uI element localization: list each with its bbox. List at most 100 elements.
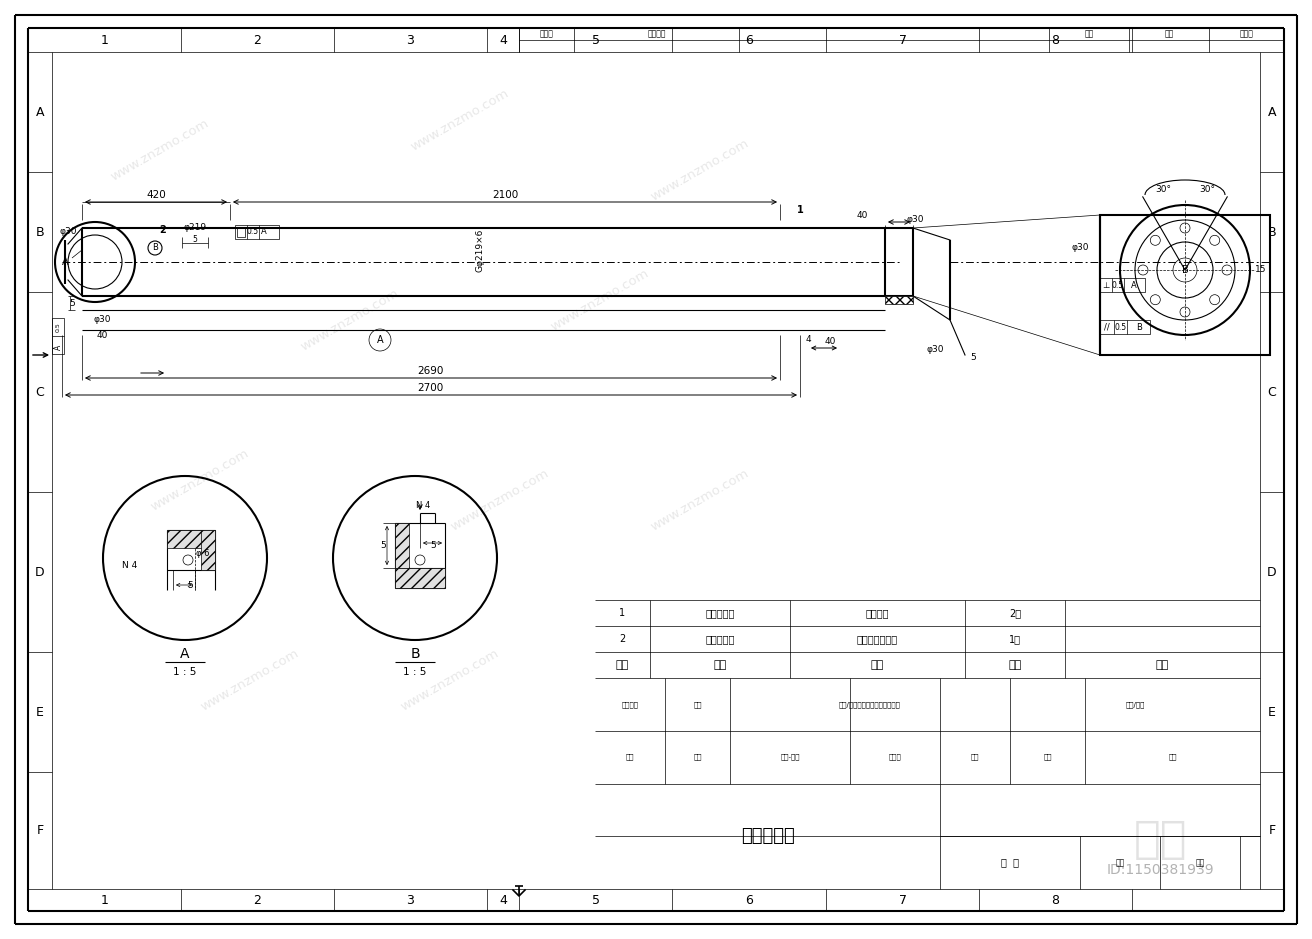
Text: 1: 1 [101, 894, 109, 906]
Text: //: // [1105, 322, 1110, 331]
Text: B: B [35, 225, 45, 239]
Text: 6: 6 [745, 894, 753, 906]
Bar [235, 225, 279, 239]
Text: 进料口连接法兰: 进料口连接法兰 [857, 634, 897, 644]
Text: 日期: 日期 [1085, 29, 1094, 38]
Text: Gφ219×6: Gφ219×6 [475, 228, 484, 271]
Text: www.znzmo.com: www.znzmo.com [399, 647, 501, 714]
Text: A: A [261, 227, 266, 237]
Text: A: A [1131, 281, 1138, 289]
Text: 2: 2 [253, 34, 261, 47]
Text: 2: 2 [619, 634, 626, 644]
Text: 5: 5 [380, 542, 386, 550]
Text: φ30: φ30 [907, 215, 924, 224]
Text: B: B [1182, 265, 1189, 275]
Text: www.znzmo.com: www.znzmo.com [408, 86, 512, 153]
Text: 30°: 30° [1199, 186, 1215, 194]
Text: 5: 5 [592, 34, 600, 47]
Text: 知末: 知末 [1134, 819, 1187, 861]
Text: 外筒法兰: 外筒法兰 [866, 608, 890, 618]
Text: 版本: 版本 [1115, 858, 1124, 867]
Text: 名称: 名称 [871, 660, 884, 670]
Text: 板材: 板材 [693, 754, 702, 761]
Text: ID:1150381939: ID:1150381939 [1106, 863, 1214, 877]
Text: 标准/名称、姓氏、材料和相信中: 标准/名称、姓氏、材料和相信中 [840, 701, 901, 708]
Text: φ219: φ219 [184, 223, 206, 233]
Text: 15: 15 [1256, 266, 1267, 274]
Text: 螺旋机一档: 螺旋机一档 [706, 634, 735, 644]
Text: 外  首: 外 首 [1001, 857, 1019, 868]
Text: 螺旋机一档: 螺旋机一档 [706, 608, 735, 618]
Text: E: E [1269, 705, 1277, 718]
Bar [237, 227, 245, 237]
Text: 2: 2 [253, 894, 261, 906]
Text: 7: 7 [899, 34, 907, 47]
Text: www.znzmo.com: www.znzmo.com [648, 136, 752, 204]
Text: φ30: φ30 [926, 346, 943, 355]
Text: www.znzmo.com: www.znzmo.com [148, 447, 252, 514]
Text: 参见图纸: 参见图纸 [647, 29, 665, 38]
Text: 2件: 2件 [1009, 608, 1021, 618]
Text: F: F [1269, 824, 1275, 837]
Text: 2690: 2690 [417, 366, 443, 376]
Bar [52, 318, 64, 354]
Text: C: C [1267, 386, 1277, 398]
Text: www.znzmo.com: www.znzmo.com [299, 286, 401, 353]
Text: 螺旋给料机: 螺旋给料机 [741, 827, 794, 845]
Text: 替注: 替注 [693, 701, 702, 708]
Text: 参照项目: 参照项目 [622, 701, 639, 708]
Text: 0.5: 0.5 [55, 322, 60, 331]
Text: φ30: φ30 [1072, 243, 1089, 253]
Bar [201, 530, 215, 570]
Text: C: C [35, 386, 45, 398]
Text: www.znzmo.com: www.znzmo.com [198, 647, 302, 714]
Text: 2: 2 [160, 225, 167, 235]
Text: 8: 8 [1051, 894, 1060, 906]
Text: 已规划: 已规划 [1240, 29, 1253, 38]
Text: 1: 1 [619, 608, 626, 618]
Text: E: E [35, 705, 43, 718]
Bar [395, 568, 445, 588]
Text: 30°: 30° [1155, 186, 1172, 194]
Text: 旧版: 旧版 [1043, 754, 1052, 761]
Text: B: B [152, 243, 157, 253]
Text: 0.5: 0.5 [1115, 322, 1127, 331]
Bar [1099, 320, 1151, 334]
Text: 设计: 设计 [626, 754, 634, 761]
Text: 40: 40 [96, 331, 108, 340]
Text: 1 : 5: 1 : 5 [173, 667, 197, 677]
Text: 5: 5 [193, 236, 197, 244]
Bar [886, 296, 913, 304]
Text: 3: 3 [407, 894, 415, 906]
Text: 图幅: 图幅 [1195, 858, 1204, 867]
Text: 批制: 批制 [1168, 754, 1177, 761]
Text: 1 : 5: 1 : 5 [403, 667, 426, 677]
Text: 4: 4 [499, 34, 506, 47]
Text: A: A [35, 105, 45, 118]
Text: 单数-旧版: 单数-旧版 [781, 754, 800, 761]
Text: 旧版: 旧版 [971, 754, 979, 761]
Text: 0.5: 0.5 [1113, 281, 1124, 289]
Text: 5: 5 [188, 580, 193, 590]
Text: www.znzmo.com: www.znzmo.com [648, 467, 752, 533]
Text: 标代号: 标代号 [539, 29, 554, 38]
Text: φ30: φ30 [93, 316, 110, 325]
Text: 件数/套制: 件数/套制 [1126, 701, 1144, 708]
Text: F: F [37, 824, 43, 837]
Text: 5: 5 [970, 353, 976, 362]
Text: A: A [62, 257, 68, 267]
Text: 40: 40 [857, 210, 867, 220]
Text: 40: 40 [824, 337, 836, 346]
Text: A: A [180, 647, 190, 661]
Text: D: D [1267, 565, 1277, 578]
Text: B: B [1267, 225, 1277, 239]
Bar [1099, 215, 1270, 355]
Text: 数量: 数量 [1009, 660, 1022, 670]
Text: N 4: N 4 [122, 562, 138, 571]
Text: 大样本: 大样本 [888, 754, 901, 761]
Bar [395, 523, 409, 568]
Text: φ 6: φ 6 [197, 548, 210, 558]
Text: 5: 5 [592, 894, 600, 906]
Text: 420: 420 [146, 190, 165, 200]
Text: www.znzmo.com: www.znzmo.com [449, 467, 551, 533]
